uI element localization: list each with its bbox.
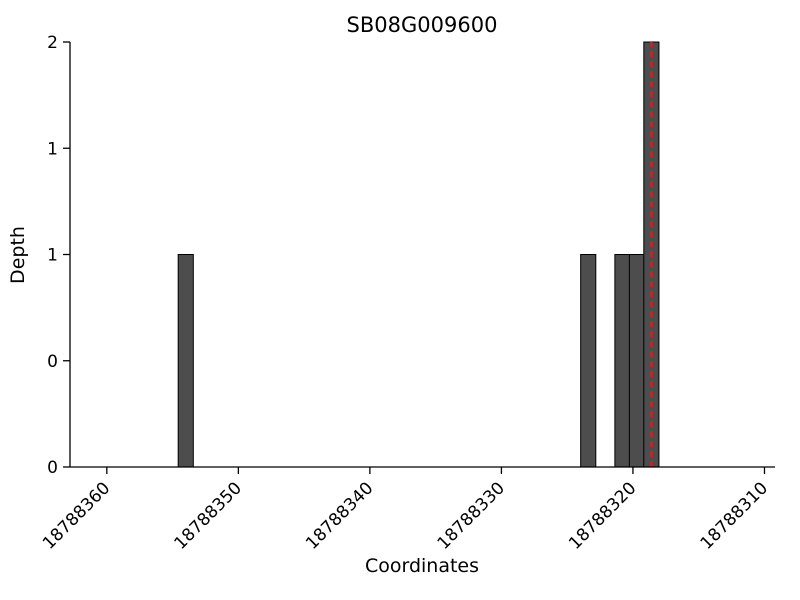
depth-bar (580, 254, 597, 468)
y-tick-label: 1 (47, 246, 58, 266)
ticks-group: 0 0 1 1 2 18788360 18788350 18788340 18788330 187… (39, 33, 772, 554)
x-tick-label: 18788330 (434, 478, 509, 553)
y-tick-label: 0 (47, 458, 58, 478)
y-tick-label: 0 (47, 352, 58, 372)
x-tick-label: 18788320 (565, 478, 640, 553)
chart-title: SB08G009600 (347, 13, 498, 37)
x-tick-label: 18788310 (697, 478, 772, 553)
x-tick-label: 18788350 (171, 478, 246, 553)
x-tick-label: 18788340 (302, 478, 377, 553)
depth-bar (628, 254, 645, 468)
bars-group (177, 41, 660, 468)
depth-bar (614, 254, 631, 468)
axes-group (69, 42, 775, 468)
x-axis-label: Coordinates (365, 555, 479, 577)
x-tick-label: 18788360 (39, 478, 114, 553)
y-axis-label: Depth (7, 226, 29, 284)
depth-bar (177, 254, 194, 468)
y-tick-label: 2 (47, 33, 58, 53)
y-tick-label: 1 (47, 139, 58, 159)
